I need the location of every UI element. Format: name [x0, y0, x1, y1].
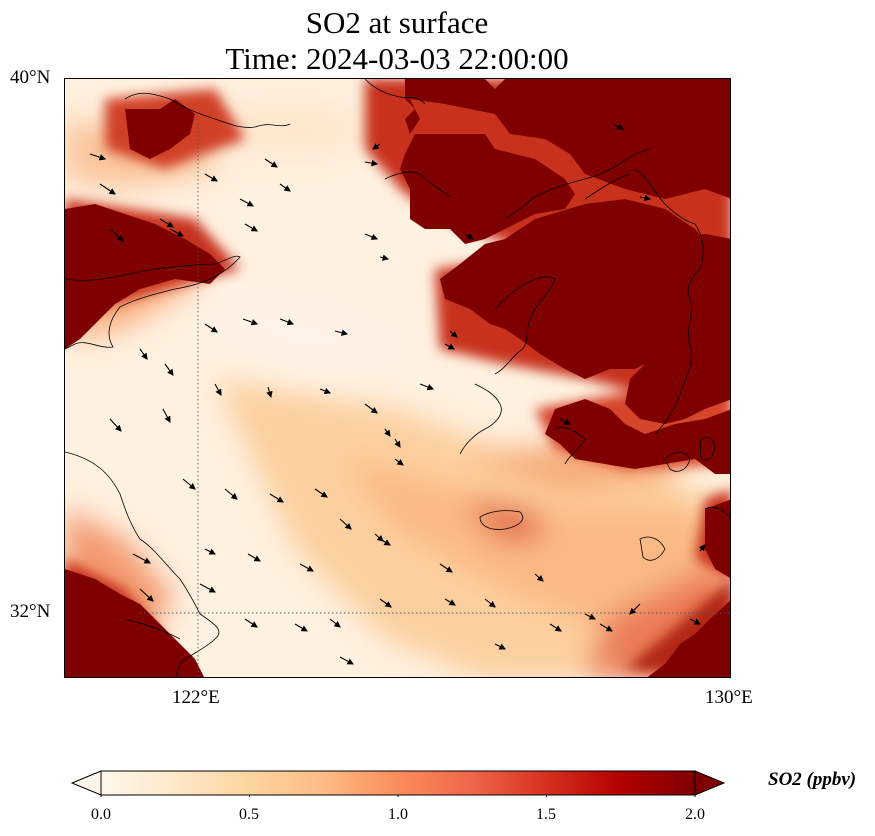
wind-arrow	[239, 198, 254, 207]
colorbar-tick-1: 0.5	[239, 806, 259, 823]
wind-arrow	[629, 603, 641, 615]
wind-arrow	[242, 318, 259, 326]
colorbar	[70, 770, 726, 797]
wind-arrow	[549, 623, 562, 632]
wind-arrow	[534, 573, 544, 582]
wind-arrow	[279, 183, 291, 192]
wind-arrow	[612, 123, 624, 130]
colorbar-tick-4: 2.0	[685, 806, 705, 823]
wind-arrow	[464, 233, 474, 240]
wind-arrow	[224, 488, 238, 500]
wind-arrow	[639, 194, 652, 202]
wind-arrow	[139, 348, 148, 360]
colorbar-tick-0: 0.0	[91, 806, 111, 823]
wind-arrow	[379, 538, 391, 546]
wind-arrow	[494, 643, 506, 650]
lat-label-south: 32°N	[10, 601, 51, 622]
wind-arrow	[99, 183, 116, 195]
wind-arrow	[109, 418, 122, 432]
wind-arrow	[689, 618, 701, 625]
wind-arrow	[379, 598, 392, 608]
wind-arrow	[449, 330, 458, 338]
wind-arrow	[484, 598, 496, 608]
colorbar-tick-3: 1.5	[536, 806, 556, 823]
wind-arrow	[319, 387, 332, 395]
wind-arrow	[264, 158, 278, 168]
wind-arrow	[244, 618, 258, 628]
wind-vectors	[89, 123, 706, 665]
wind-arrow	[109, 228, 124, 242]
wind-arrow	[164, 363, 174, 376]
map-subtitle-time: Time: 2024-03-03 22:00:00	[225, 41, 569, 76]
map-title: SO2 at surface	[305, 5, 489, 40]
wind-arrow	[204, 323, 218, 333]
so2-high-concentration	[65, 79, 730, 677]
wind-arrow	[419, 383, 435, 391]
wind-arrow	[372, 143, 381, 150]
wind-arrow	[89, 153, 107, 161]
wind-arrow	[384, 428, 391, 437]
colorbar-ticks	[100, 795, 696, 797]
wind-arrow	[132, 553, 151, 564]
wind-arrow	[269, 493, 284, 503]
wind-arrow	[364, 159, 379, 167]
wind-arrow	[444, 598, 456, 606]
wind-arrow	[244, 223, 258, 232]
wind-arrow	[394, 438, 401, 448]
wind-arrow	[314, 488, 328, 498]
wind-arrow	[247, 553, 261, 562]
wind-arrow	[584, 613, 596, 620]
wind-arrow	[299, 563, 314, 572]
wind-arrow	[204, 173, 218, 182]
wind-arrow	[394, 458, 404, 466]
wind-arrow	[444, 343, 455, 350]
lon-label-west: 122°E	[172, 687, 220, 708]
wind-arrow	[294, 623, 308, 632]
wind-arrow	[204, 548, 216, 555]
wind-arrow	[162, 408, 171, 423]
wind-arrow	[559, 418, 571, 425]
wind-arrow	[214, 383, 222, 396]
wind-arrow	[364, 403, 378, 414]
wind-arrow	[329, 618, 341, 628]
wind-arrow	[339, 656, 354, 665]
colorbar-extend-min	[70, 770, 102, 796]
wind-arrow	[139, 588, 154, 602]
wind-arrow	[159, 218, 174, 228]
so2-map-canvas	[65, 79, 730, 677]
wind-arrow	[169, 228, 184, 237]
wind-arrow	[364, 233, 379, 240]
wind-arrow	[379, 254, 390, 261]
wind-arrow	[339, 518, 352, 530]
colorbar-extend-max	[694, 770, 726, 796]
lon-label-east: 130°E	[705, 687, 753, 708]
colorbar-gradient	[100, 770, 696, 796]
so2-map-panel	[64, 78, 731, 678]
wind-arrow	[279, 318, 295, 326]
coastlines	[65, 79, 730, 677]
wind-arrow	[199, 583, 216, 593]
colorbar-label: SO2 (ppbv)	[768, 769, 857, 790]
wind-arrow	[698, 544, 706, 552]
wind-arrow	[334, 329, 349, 336]
colorbar-tick-2: 1.0	[388, 806, 408, 823]
wind-arrow	[439, 563, 453, 573]
wind-arrow	[182, 478, 196, 490]
wind-arrow	[599, 623, 613, 632]
lat-label-north: 40°N	[10, 67, 51, 88]
wind-arrow	[266, 386, 273, 399]
